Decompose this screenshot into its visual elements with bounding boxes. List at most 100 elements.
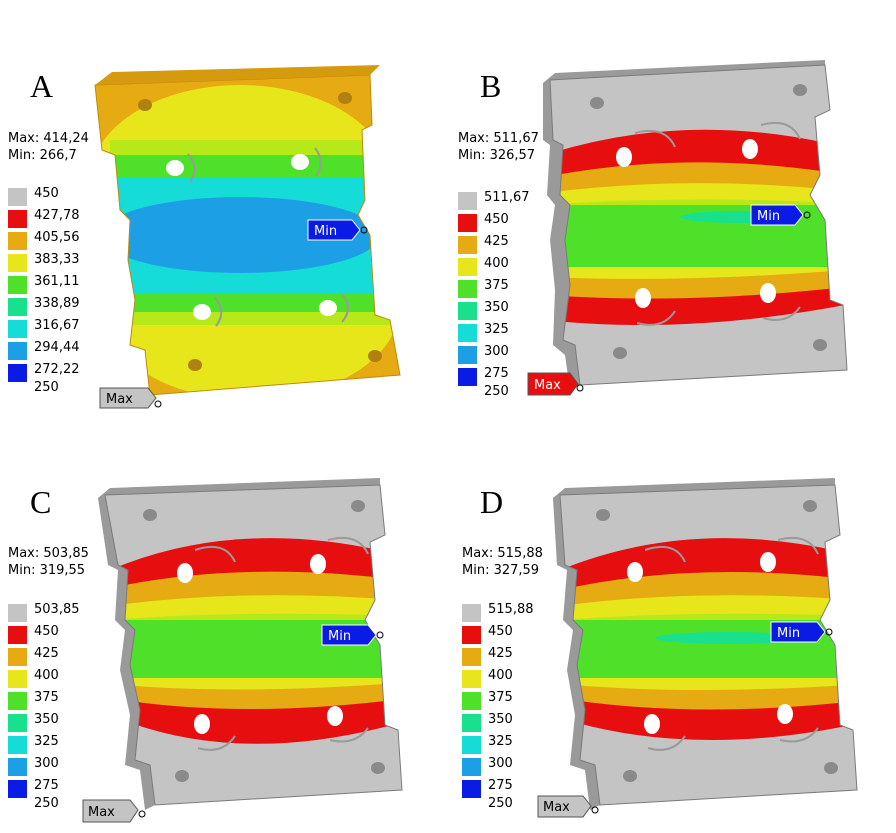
max-tag-label: Max xyxy=(106,392,133,407)
stress-contour-plate: Min Max xyxy=(537,478,858,818)
min-tag-label: Min xyxy=(757,209,780,224)
legend-label: 300 xyxy=(488,756,513,771)
legend-label: 275 xyxy=(34,778,59,793)
legend-swatch xyxy=(462,758,481,776)
legend-swatch xyxy=(8,692,27,710)
legend-label: 450 xyxy=(484,212,509,227)
max-value: Max: 515,88 xyxy=(462,546,543,561)
legend-label: 425 xyxy=(488,646,513,661)
max-tag-label: Max xyxy=(543,800,570,815)
legend-label: 272,22 xyxy=(34,362,80,377)
legend-label: 250 xyxy=(34,380,59,395)
legend-swatch xyxy=(458,258,477,276)
max-probe-tag: Max xyxy=(99,387,162,409)
panel-letter: B xyxy=(480,68,502,104)
legend-label: 400 xyxy=(484,256,509,271)
legend-label: 325 xyxy=(488,734,513,749)
legend-swatch xyxy=(458,368,477,386)
legend-label: 511,67 xyxy=(484,190,530,205)
legend-swatch xyxy=(8,780,27,798)
legend-swatch xyxy=(458,324,477,342)
legend-swatch xyxy=(462,692,481,710)
stress-contour-plate: Min Max xyxy=(82,478,403,823)
legend-label: 450 xyxy=(488,624,513,639)
stress-contour-plate: Min Max xyxy=(94,65,401,409)
legend-swatch xyxy=(462,780,481,798)
legend-label: 375 xyxy=(34,690,59,705)
legend-swatch xyxy=(458,214,477,232)
legend-label: 450 xyxy=(34,186,59,201)
min-value: Min: 327,59 xyxy=(462,563,540,578)
min-probe-tag: Min xyxy=(750,204,811,226)
legend-label: 294,44 xyxy=(34,340,80,355)
max-value: Max: 414,24 xyxy=(8,131,89,146)
legend-swatch xyxy=(462,670,481,688)
legend-label: 383,33 xyxy=(34,252,80,267)
legend-label: 250 xyxy=(484,384,509,399)
legend-label: 427,78 xyxy=(34,208,80,223)
panel-letter: C xyxy=(30,484,52,520)
min-tag-label: Min xyxy=(328,629,351,644)
stress-contour-plate: Min Max xyxy=(527,60,848,396)
legend-label: 275 xyxy=(488,778,513,793)
min-probe-tag: Min xyxy=(307,219,368,241)
max-probe-tag: Max xyxy=(82,799,146,823)
min-value: Min: 266,7 xyxy=(8,148,77,163)
legend-label: 325 xyxy=(484,322,509,337)
panel-letter: A xyxy=(30,68,54,104)
legend-label: 361,11 xyxy=(34,274,80,289)
legend-label: 515,88 xyxy=(488,602,534,617)
max-tag-label: Max xyxy=(534,378,561,393)
legend-label: 503,85 xyxy=(34,602,80,617)
legend-swatch xyxy=(8,210,27,228)
legend-swatch xyxy=(8,758,27,776)
legend-swatch xyxy=(8,298,27,316)
legend-swatch xyxy=(462,648,481,666)
legend-swatch xyxy=(8,320,27,338)
legend-swatch xyxy=(458,236,477,254)
legend-swatch xyxy=(8,626,27,644)
legend-label: 275 xyxy=(484,366,509,381)
legend-label: 350 xyxy=(484,300,509,315)
max-tag-label: Max xyxy=(88,805,115,820)
min-probe-tag: Min xyxy=(321,624,384,646)
legend-swatch xyxy=(458,192,477,210)
min-value: Min: 319,55 xyxy=(8,563,86,578)
min-value: Min: 326,57 xyxy=(458,148,536,163)
legend-swatch xyxy=(8,188,27,206)
legend-label: 425 xyxy=(34,646,59,661)
legend-swatch xyxy=(458,280,477,298)
max-value: Max: 511,67 xyxy=(458,131,539,146)
max-value: Max: 503,85 xyxy=(8,546,89,561)
legend-label: 425 xyxy=(484,234,509,249)
legend-swatch xyxy=(8,364,27,382)
legend-swatch xyxy=(462,736,481,754)
legend-label: 375 xyxy=(488,690,513,705)
legend-swatch xyxy=(8,736,27,754)
max-probe-tag: Max xyxy=(537,795,599,818)
legend-label: 450 xyxy=(34,624,59,639)
legend-swatch xyxy=(8,648,27,666)
legend-swatch xyxy=(458,346,477,364)
min-tag-label: Min xyxy=(777,626,800,641)
legend-swatch xyxy=(8,232,27,250)
legend-label: 375 xyxy=(484,278,509,293)
panel-letter: D xyxy=(480,484,504,520)
legend-label: 400 xyxy=(34,668,59,683)
legend-label: 250 xyxy=(488,796,513,811)
legend-swatch xyxy=(8,276,27,294)
min-probe-tag: Min xyxy=(770,621,833,643)
legend-label: 350 xyxy=(34,712,59,727)
legend-label: 338,89 xyxy=(34,296,80,311)
legend-label: 405,56 xyxy=(34,230,80,245)
legend-swatch xyxy=(8,714,27,732)
legend-label: 316,67 xyxy=(34,318,80,333)
legend-label: 300 xyxy=(484,344,509,359)
legend-swatch xyxy=(8,604,27,622)
legend-label: 250 xyxy=(34,796,59,811)
legend-swatch xyxy=(8,254,27,272)
legend-label: 350 xyxy=(488,712,513,727)
legend-swatch xyxy=(462,626,481,644)
legend-label: 325 xyxy=(34,734,59,749)
legend-label: 400 xyxy=(488,668,513,683)
